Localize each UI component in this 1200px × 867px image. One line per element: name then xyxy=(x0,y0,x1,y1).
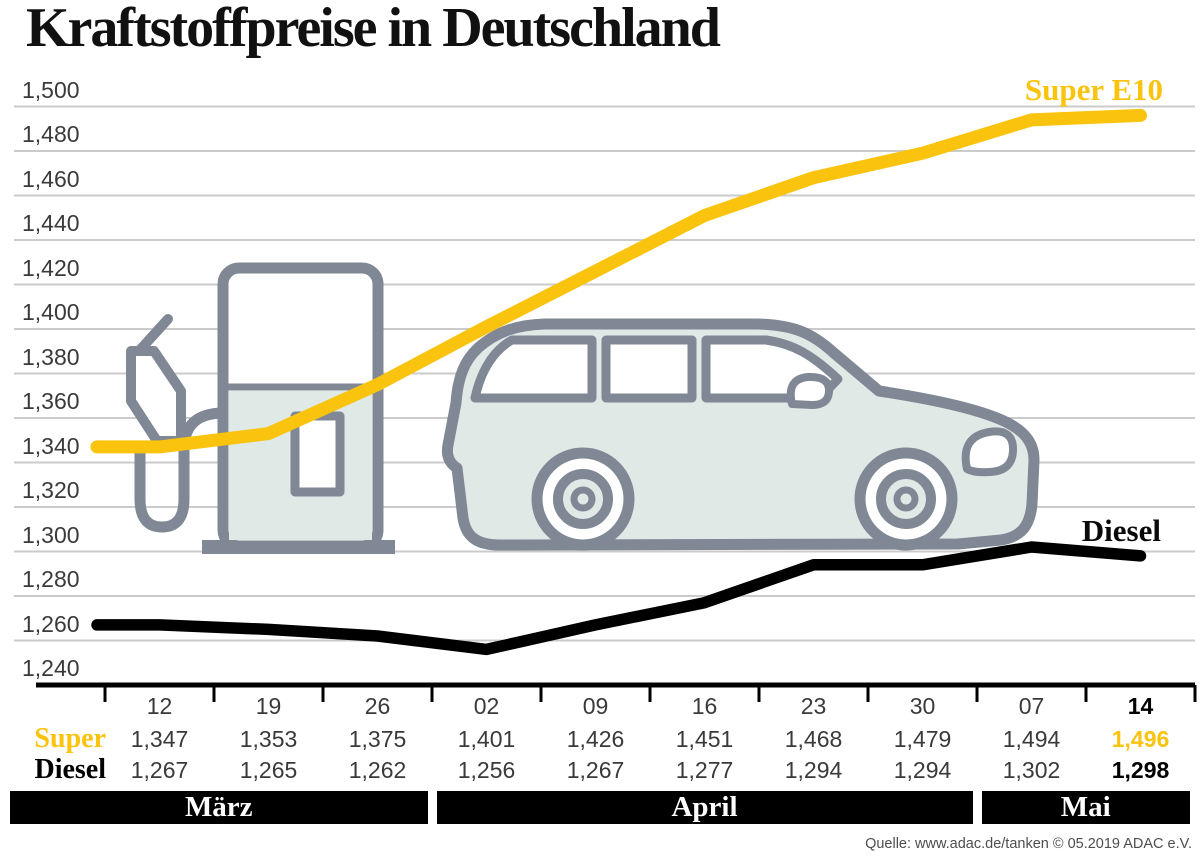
y-axis-label: 1,260 xyxy=(22,610,80,637)
series-lines xyxy=(90,108,1147,656)
price-value: 1,294 xyxy=(893,757,952,783)
month-band-april: April xyxy=(436,791,973,824)
fuel-pump-icon xyxy=(126,262,395,554)
rear-wheel-icon xyxy=(531,447,635,551)
y-axis-label: 1,240 xyxy=(22,655,80,681)
price-value: 1,353 xyxy=(239,726,298,752)
y-axis-label: 1,280 xyxy=(22,566,80,592)
price-value: 1,262 xyxy=(348,757,407,783)
price-value: 1,302 xyxy=(1002,757,1061,783)
y-axis-label: 1,480 xyxy=(22,121,80,147)
month-band-märz: März xyxy=(10,791,428,824)
date-label: 23 xyxy=(800,693,827,719)
date-label: 30 xyxy=(909,693,936,719)
date-label: 14 xyxy=(1127,693,1154,719)
y-axis-label: 1,420 xyxy=(22,254,80,281)
price-value: 1,426 xyxy=(566,726,625,752)
price-value: 1,496 xyxy=(1111,726,1170,752)
price-value: 1,267 xyxy=(130,757,189,783)
price-value: 1,494 xyxy=(1002,726,1061,752)
table-row-label-diesel: Diesel xyxy=(34,754,106,785)
price-value: 1,401 xyxy=(457,726,516,752)
page-title: Kraftstoffpreise in Deutschland xyxy=(26,0,721,59)
date-label: 19 xyxy=(255,693,282,719)
price-value: 1,479 xyxy=(893,726,952,752)
y-axis-label: 1,460 xyxy=(22,165,80,192)
price-value: 1,267 xyxy=(566,757,625,783)
y-axis-label: 1,340 xyxy=(22,432,80,459)
y-axis-label: 1,320 xyxy=(22,477,80,503)
price-value: 1,256 xyxy=(457,757,516,783)
diesel-series-label: Diesel xyxy=(1082,513,1162,548)
y-axis-label: 1,440 xyxy=(22,210,80,236)
date-label: 12 xyxy=(146,693,173,719)
front-wheel-icon xyxy=(854,447,958,551)
y-axis-label: 1,380 xyxy=(22,343,80,370)
super-e10-line xyxy=(90,108,1147,454)
price-value: 1,294 xyxy=(784,757,843,783)
date-label: 02 xyxy=(473,693,500,719)
price-value: 1,468 xyxy=(784,726,843,752)
x-axis xyxy=(36,682,1197,702)
table-row-label-super: Super xyxy=(34,723,106,754)
date-label: 26 xyxy=(364,693,391,719)
price-value: 1,347 xyxy=(130,726,189,752)
super-e10-series-label: Super E10 xyxy=(1025,72,1163,107)
price-value: 1,451 xyxy=(675,726,734,752)
month-band-mai: Mai xyxy=(981,791,1190,824)
price-value: 1,277 xyxy=(675,757,734,783)
date-label: 16 xyxy=(691,693,718,719)
y-axis-label: 1,400 xyxy=(22,299,80,325)
date-label: 07 xyxy=(1018,693,1045,719)
y-axis-label: 1,300 xyxy=(22,521,80,548)
price-value: 1,375 xyxy=(348,726,407,752)
diesel-line xyxy=(91,541,1147,656)
source-note: Quelle: www.adac.de/tanken © 05.2019 ADA… xyxy=(865,836,1192,852)
y-axis-label: 1,500 xyxy=(22,76,80,103)
price-value: 1,298 xyxy=(1111,757,1170,783)
date-label: 09 xyxy=(582,693,609,719)
y-axis-label: 1,360 xyxy=(22,388,80,414)
car-icon xyxy=(441,318,1040,551)
price-value: 1,265 xyxy=(239,757,298,783)
